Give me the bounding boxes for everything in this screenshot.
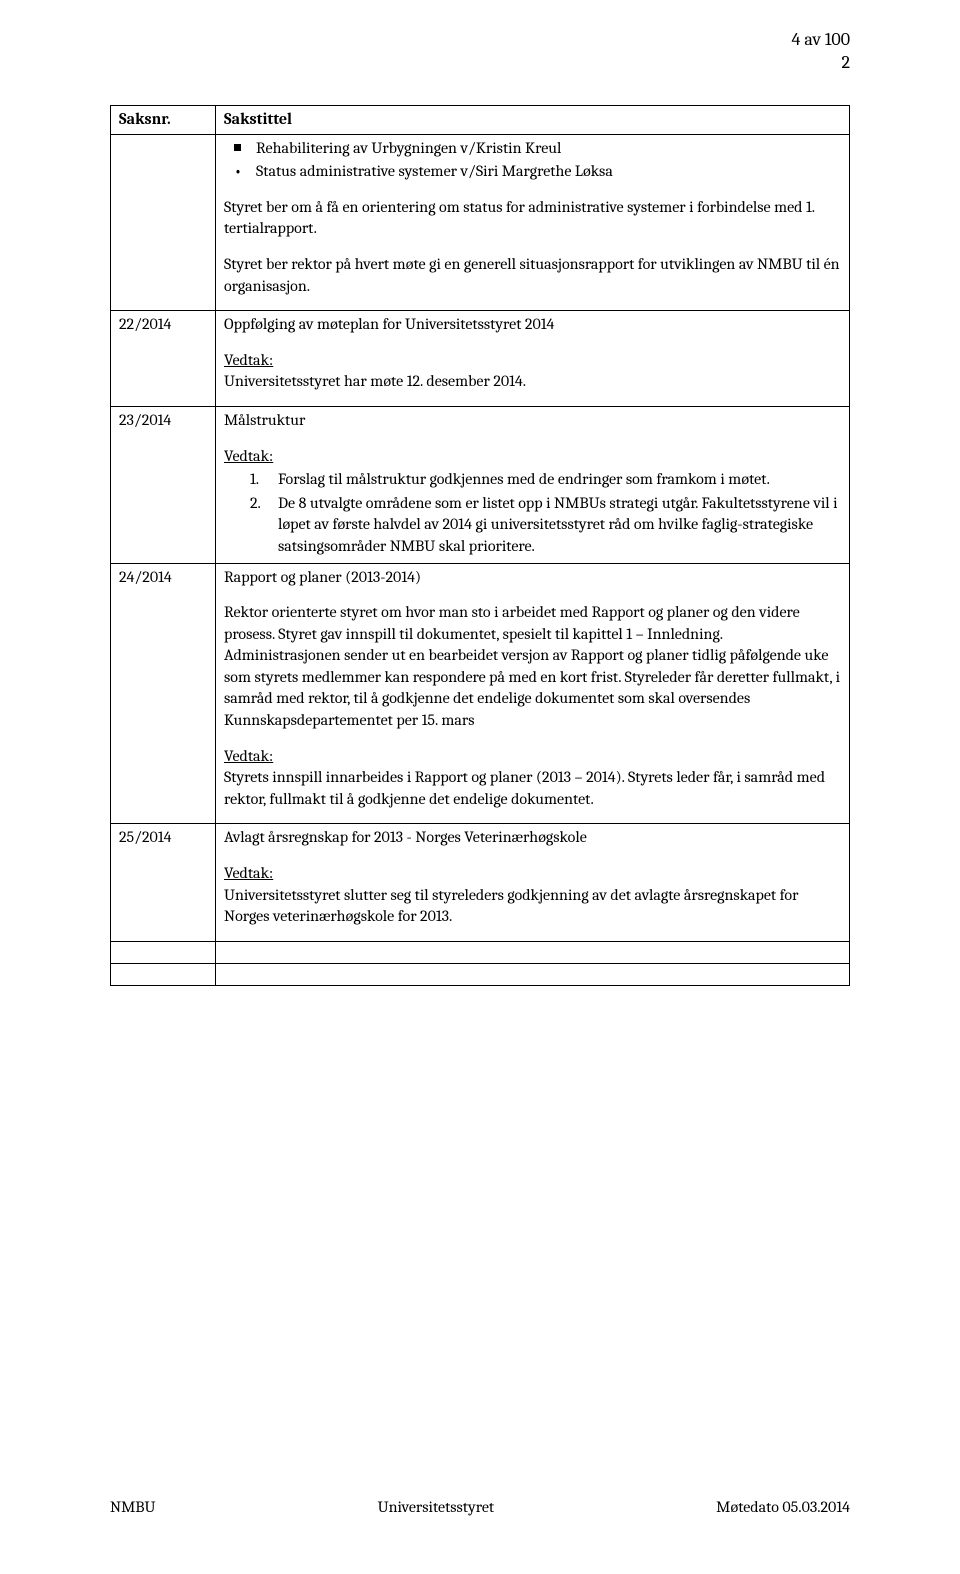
footer-right: Møtedato 05.03.2014 (716, 1498, 850, 1516)
cell-empty (111, 941, 216, 963)
document-page: 4 av 100 2 Saksnr. Sakstittel Rehabilite… (0, 0, 960, 1574)
list-item: 1. Forslag til målstruktur godkjennes me… (278, 469, 841, 491)
list-item: Status administrative systemer v/Siri Ma… (256, 161, 841, 183)
table-header-row: Saksnr. Sakstittel (111, 106, 850, 135)
cell-content: Oppfølging av møteplan for Universitetss… (216, 311, 850, 407)
cell-content-intro: Rehabilitering av Urbygningen v/Kristin … (216, 134, 850, 311)
list-num: 1. (250, 469, 259, 491)
footer-center: Universitetsstyret (378, 1498, 494, 1516)
cell-empty (216, 941, 850, 963)
cell-empty (216, 963, 850, 985)
vedtak-label: Vedtak: (224, 747, 273, 765)
table-row: 25/2014 Avlagt årsregnskap for 2013 - No… (111, 824, 850, 941)
cell-content: Rapport og planer (2013-2014) Rektor ori… (216, 563, 850, 824)
bullet-list-round: Status administrative systemer v/Siri Ma… (224, 161, 841, 183)
vedtak-block: Vedtak: Universitetsstyret har møte 12. … (224, 350, 841, 393)
col-header-sakstittel: Sakstittel (216, 106, 850, 135)
vedtak-text: Universitetsstyret slutter seg til styre… (224, 886, 798, 926)
case-title: Oppfølging av møteplan for Universitetss… (224, 314, 841, 336)
col-header-saksnr: Saksnr. (111, 106, 216, 135)
cell-saksnr: 24/2014 (111, 563, 216, 824)
vedtak-block: Vedtak: Styrets innspill innarbeides i R… (224, 746, 841, 811)
cell-content: Målstruktur Vedtak: 1. Forslag til målst… (216, 406, 850, 563)
cell-empty (111, 963, 216, 985)
cases-table: Saksnr. Sakstittel Rehabilitering av Urb… (110, 105, 850, 986)
cell-saksnr: 25/2014 (111, 824, 216, 941)
list-text: De 8 utvalgte områdene som er listet opp… (278, 494, 838, 555)
cell-saksnr-empty (111, 134, 216, 311)
table-row: 24/2014 Rapport og planer (2013-2014) Re… (111, 563, 850, 824)
vedtak-label: Vedtak: (224, 864, 273, 882)
table-row-empty (111, 963, 850, 985)
case-title: Rapport og planer (2013-2014) (224, 567, 841, 589)
cell-content: Avlagt årsregnskap for 2013 - Norges Vet… (216, 824, 850, 941)
vedtak-label: Vedtak: (224, 447, 273, 465)
vedtak-label: Vedtak: (224, 351, 273, 369)
bullet-list-square: Rehabilitering av Urbygningen v/Kristin … (224, 138, 841, 160)
table-row: Rehabilitering av Urbygningen v/Kristin … (111, 134, 850, 311)
table-row: 22/2014 Oppfølging av møteplan for Unive… (111, 311, 850, 407)
vedtak-block: Vedtak: Universitetsstyret slutter seg t… (224, 863, 841, 928)
list-num: 2. (250, 493, 261, 515)
page-sub-number: 2 (792, 51, 850, 74)
vedtak-text: Styrets innspill innarbeides i Rapport o… (224, 768, 825, 808)
vedtak-text: Universitetsstyret har møte 12. desember… (224, 372, 526, 390)
case-title: Avlagt årsregnskap for 2013 - Norges Vet… (224, 827, 841, 849)
footer-left: NMBU (110, 1498, 156, 1516)
table-row-empty (111, 941, 850, 963)
cell-saksnr: 23/2014 (111, 406, 216, 563)
cell-saksnr: 22/2014 (111, 311, 216, 407)
list-text: Forslag til målstruktur godkjennes med d… (278, 470, 770, 488)
paragraph: Styret ber rektor på hvert møte gi en ge… (224, 254, 841, 297)
case-title: Målstruktur (224, 410, 841, 432)
page-header-right: 4 av 100 2 (792, 28, 850, 75)
numbered-list: 1. Forslag til målstruktur godkjennes me… (224, 469, 841, 557)
page-footer: NMBU Universitetsstyret Møtedato 05.03.2… (110, 1498, 850, 1516)
list-item: 2. De 8 utvalgte områdene som er listet … (278, 493, 841, 558)
list-item: Rehabilitering av Urbygningen v/Kristin … (256, 138, 841, 160)
paragraph: Styret ber om å få en orientering om sta… (224, 197, 841, 240)
vedtak-label-line: Vedtak: (224, 446, 841, 468)
table-row: 23/2014 Målstruktur Vedtak: 1. Forslag t… (111, 406, 850, 563)
page-indicator: 4 av 100 (792, 28, 850, 51)
paragraph: Rektor orienterte styret om hvor man sto… (224, 602, 841, 732)
